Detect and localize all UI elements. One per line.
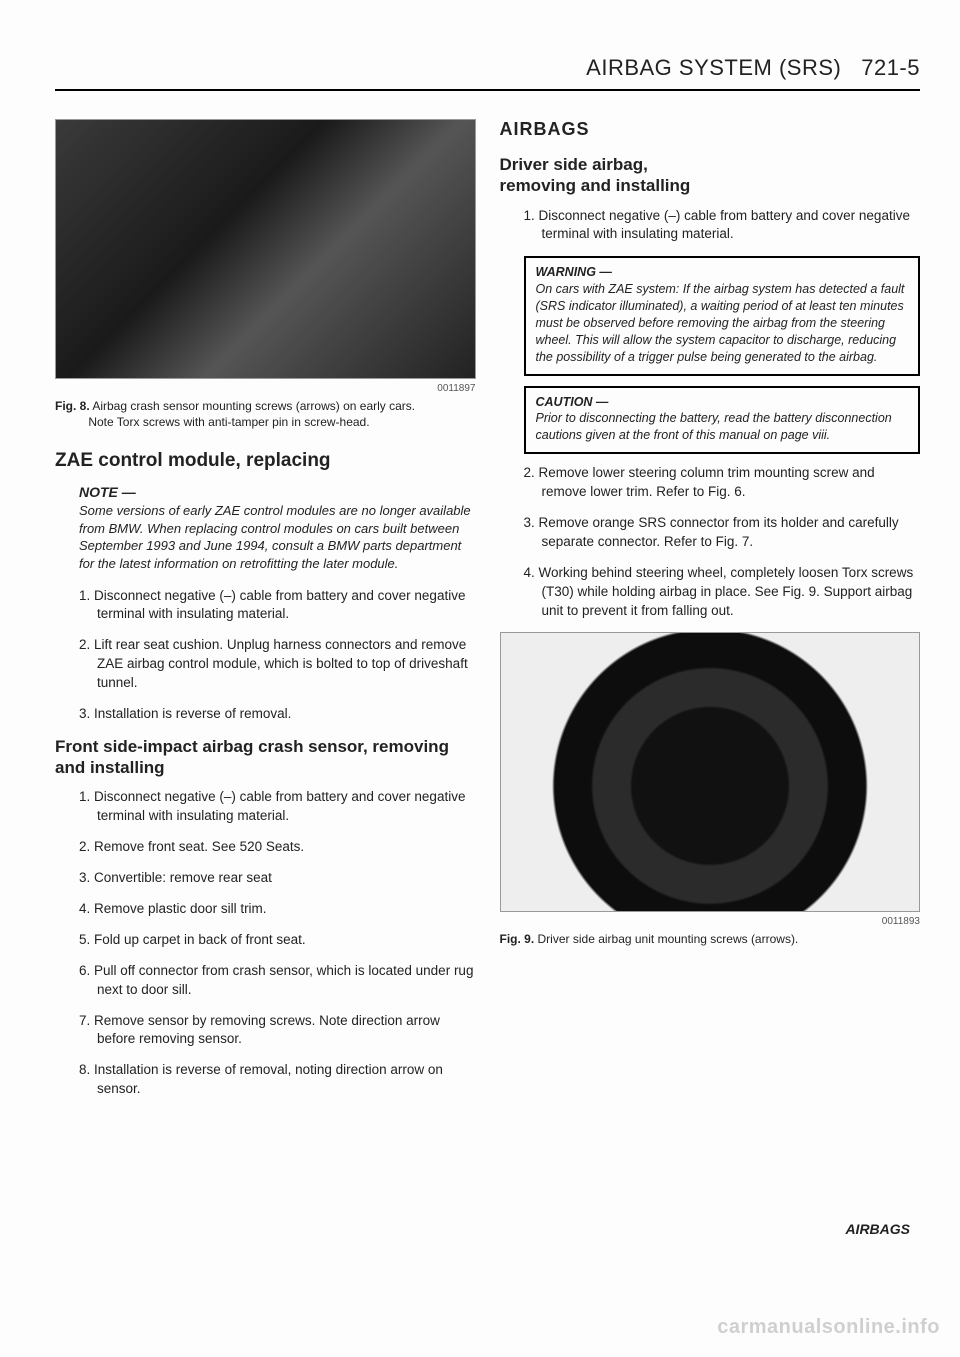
driver-step: 2. Remove lower steering column trim mou… — [524, 464, 921, 502]
zae-step: 1. Disconnect negative (–) cable from ba… — [79, 587, 476, 625]
figure-9-image — [500, 632, 921, 912]
figure-8-label: Fig. 8. — [55, 399, 90, 413]
figure-8-image — [55, 119, 476, 379]
note-label: NOTE — — [79, 484, 476, 500]
airbags-section-label: AIRBAGS — [500, 119, 921, 140]
driver-steps-top: 1. Disconnect negative (–) cable from ba… — [524, 207, 921, 245]
crash-step: 5. Fold up carpet in back of front seat. — [79, 931, 476, 950]
driver-steps-rest: 2. Remove lower steering column trim mou… — [524, 464, 921, 620]
crash-step: 4. Remove plastic door sill trim. — [79, 900, 476, 919]
driver-heading-line2: removing and installing — [500, 176, 691, 195]
page-header: AIRBAG SYSTEM (SRS) 721-5 — [55, 55, 920, 81]
driver-step-1: 1. Disconnect negative (–) cable from ba… — [524, 207, 921, 245]
crash-steps: 1. Disconnect negative (–) cable from ba… — [79, 788, 476, 1099]
figure-8-caption-main: Airbag crash sensor mounting screws (arr… — [92, 399, 415, 413]
figure-9-caption-text: Driver side airbag unit mounting screws … — [538, 932, 799, 946]
figure-8-id: 0011897 — [55, 383, 476, 394]
content-columns: 0011897 Fig. 8. Airbag crash sensor moun… — [55, 119, 920, 1111]
watermark: carmanualsonline.info — [717, 1316, 940, 1339]
driver-heading-line1: Driver side airbag, — [500, 155, 648, 174]
zae-steps: 1. Disconnect negative (–) cable from ba… — [79, 587, 476, 724]
figure-8-caption-sub: Note Torx screws with anti-tamper pin in… — [88, 415, 369, 429]
warning-body: On cars with ZAE system: If the airbag s… — [536, 281, 909, 365]
driver-step: 3. Remove orange SRS connector from its … — [524, 514, 921, 552]
driver-airbag-heading: Driver side airbag, removing and install… — [500, 154, 921, 197]
figure-9-id: 0011893 — [500, 916, 921, 927]
left-column: 0011897 Fig. 8. Airbag crash sensor moun… — [55, 119, 476, 1111]
header-rule — [55, 89, 920, 91]
crash-step: 8. Installation is reverse of removal, n… — [79, 1061, 476, 1099]
zae-step: 2. Lift rear seat cushion. Unplug harnes… — [79, 636, 476, 693]
crash-step: 1. Disconnect negative (–) cable from ba… — [79, 788, 476, 826]
figure-9-label: Fig. 9. — [500, 932, 535, 946]
note-body: Some versions of early ZAE control modul… — [79, 502, 476, 572]
caution-title: CAUTION — — [536, 394, 909, 411]
caution-body: Prior to disconnecting the battery, read… — [536, 410, 909, 444]
zae-step: 3. Installation is reverse of removal. — [79, 705, 476, 724]
figure-8-caption: Fig. 8. Airbag crash sensor mounting scr… — [55, 398, 476, 430]
warning-box: WARNING — On cars with ZAE system: If th… — [524, 256, 921, 375]
figure-9-caption: Fig. 9. Driver side airbag unit mounting… — [500, 931, 921, 947]
footer-section-label: AIRBAGS — [845, 1221, 910, 1237]
header-page: 721-5 — [861, 55, 920, 80]
zae-heading: ZAE control module, replacing — [55, 450, 476, 472]
right-column: AIRBAGS Driver side airbag, removing and… — [500, 119, 921, 1111]
driver-step: 4. Working behind steering wheel, comple… — [524, 564, 921, 621]
crash-step: 2. Remove front seat. See 520 Seats. — [79, 838, 476, 857]
crash-step: 3. Convertible: remove rear seat — [79, 869, 476, 888]
caution-box: CAUTION — Prior to disconnecting the bat… — [524, 386, 921, 455]
crash-sensor-heading: Front side-impact airbag crash sensor, r… — [55, 736, 476, 779]
header-title: AIRBAG SYSTEM (SRS) — [586, 55, 841, 80]
warning-title: WARNING — — [536, 264, 909, 281]
crash-step: 6. Pull off connector from crash sensor,… — [79, 962, 476, 1000]
crash-step: 7. Remove sensor by removing screws. Not… — [79, 1012, 476, 1050]
